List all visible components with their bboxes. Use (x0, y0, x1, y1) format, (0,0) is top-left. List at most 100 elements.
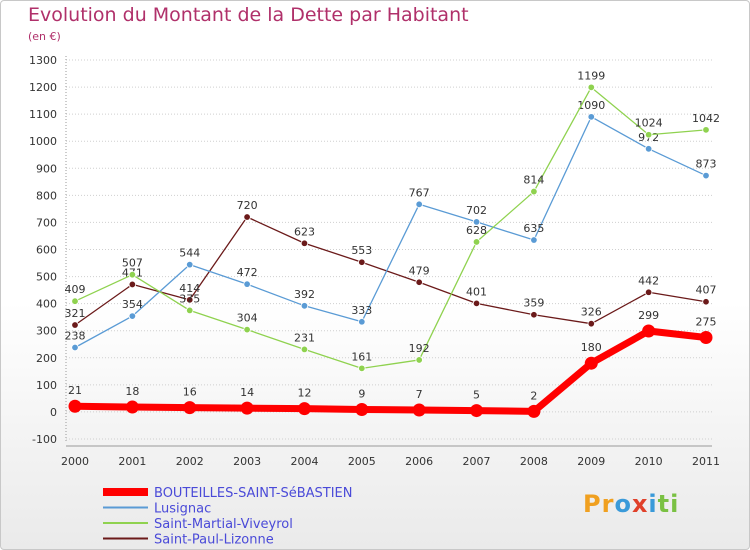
data-label: 767 (409, 186, 430, 199)
legend-label: BOUTEILLES-SAINT-SéBASTIEN (154, 486, 352, 501)
data-point (587, 319, 595, 328)
series-line (74, 216, 707, 326)
data-point (68, 399, 82, 413)
data-point (530, 236, 538, 244)
y-tick-label: 800 (36, 189, 57, 202)
data-label: 553 (351, 244, 372, 257)
data-label: 401 (466, 285, 487, 298)
data-point (358, 318, 366, 326)
data-label: 333 (351, 304, 372, 317)
data-point (128, 270, 137, 279)
x-tick-label: 2011 (692, 455, 720, 468)
y-tick-label: 400 (36, 298, 57, 311)
y-tick-label: 1300 (29, 54, 57, 67)
data-point (300, 345, 309, 354)
data-label: 814 (523, 174, 544, 187)
data-point (642, 324, 656, 338)
series-line (74, 116, 707, 349)
data-point (702, 126, 710, 134)
data-point (355, 402, 369, 416)
data-label: 702 (466, 204, 487, 217)
data-label: 21 (68, 384, 82, 397)
data-label: 1199 (577, 69, 605, 82)
data-point (186, 306, 194, 315)
chart-title: Evolution du Montant de la Dette par Hab… (28, 4, 469, 26)
data-label: 304 (237, 312, 258, 325)
x-tick-label: 2007 (463, 455, 491, 468)
data-point (587, 83, 595, 92)
x-tick-label: 2005 (348, 455, 376, 468)
data-label: 1090 (577, 99, 605, 112)
data-label: 12 (297, 387, 311, 400)
data-point (527, 404, 541, 418)
y-tick-label: 1100 (29, 108, 57, 121)
y-tick-label: 200 (36, 352, 57, 365)
x-tick-label: 2009 (577, 455, 605, 468)
data-point (412, 403, 426, 417)
data-label: 635 (523, 222, 544, 235)
data-point (358, 258, 366, 266)
data-point (71, 321, 79, 329)
data-point (243, 213, 251, 221)
data-label: 472 (237, 266, 258, 279)
data-point (300, 302, 309, 310)
x-tick-label: 2003 (233, 455, 261, 468)
data-label: 238 (65, 329, 86, 342)
data-point (240, 401, 254, 415)
x-tick-label: 2001 (118, 455, 146, 468)
y-tick-label: -100 (32, 433, 57, 446)
data-label: 1042 (692, 112, 720, 125)
data-label: 720 (237, 199, 258, 212)
data-point (587, 113, 595, 121)
data-point (71, 343, 79, 352)
data-label: 407 (696, 284, 717, 297)
x-tick-label: 2006 (405, 455, 433, 468)
data-label: 192 (409, 342, 430, 355)
data-label: 392 (294, 288, 315, 301)
y-tick-label: 1200 (29, 81, 57, 94)
data-point (470, 404, 484, 418)
data-label: 623 (294, 225, 315, 238)
data-point (415, 200, 423, 208)
y-tick-label: 500 (36, 271, 57, 284)
data-point (300, 239, 309, 247)
series-line (71, 327, 710, 415)
data-point (530, 187, 538, 196)
y-tick-label: 700 (36, 216, 57, 229)
x-tick-label: 2002 (176, 455, 204, 468)
y-tick-label: 100 (36, 379, 57, 392)
legend-label: Lusignac (154, 502, 211, 517)
data-label: 628 (466, 224, 487, 237)
data-label: 544 (179, 247, 200, 260)
data-point (702, 171, 710, 180)
data-label: 326 (581, 306, 602, 319)
data-point (71, 297, 79, 305)
data-label: 409 (65, 283, 86, 296)
data-label: 299 (638, 309, 659, 322)
data-point (702, 298, 710, 306)
data-point (186, 260, 194, 269)
data-label: 5 (473, 389, 480, 402)
data-label: 354 (122, 298, 143, 311)
data-point (472, 238, 481, 246)
y-tick-label: 300 (36, 325, 57, 338)
data-label: 2 (530, 389, 537, 402)
data-point (183, 401, 197, 415)
data-point (358, 364, 366, 373)
data-point (472, 218, 481, 226)
data-label: 231 (294, 331, 315, 344)
legend-label: Saint-Paul-Lizonne (154, 533, 274, 548)
data-point (644, 131, 653, 139)
data-label: 14 (240, 386, 254, 399)
data-label: 507 (122, 257, 143, 270)
data-label: 479 (409, 264, 430, 277)
data-label: 180 (581, 341, 602, 354)
data-label: 414 (179, 282, 200, 295)
data-label: 9 (358, 387, 365, 400)
data-point (297, 402, 311, 416)
x-tick-label: 2004 (290, 455, 318, 468)
data-point (243, 280, 251, 288)
series-line (74, 86, 707, 369)
data-point (128, 280, 137, 289)
data-point (128, 312, 137, 320)
